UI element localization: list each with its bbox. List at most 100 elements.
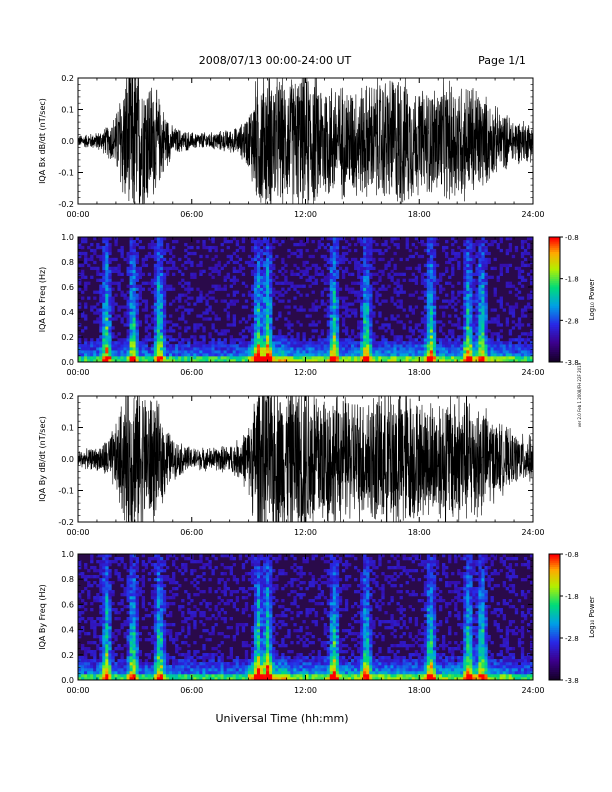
spectrogram-cell	[505, 323, 510, 327]
spectrogram-cell	[105, 302, 109, 306]
spectrogram-cell	[193, 620, 197, 624]
spectrogram-cell	[129, 629, 133, 633]
spectrogram-cell	[114, 356, 118, 360]
spectrogram-cell	[105, 260, 109, 265]
spectrogram-cell	[81, 644, 85, 648]
spectrogram-cell	[296, 254, 300, 259]
spectrogram-cell	[508, 281, 513, 285]
spectrogram-cell	[129, 668, 133, 672]
spectrogram-cell	[275, 317, 279, 321]
spectrogram-cell	[341, 353, 346, 357]
spectrogram-cell	[463, 296, 467, 300]
spectrogram-cell	[250, 314, 255, 318]
spectrogram-cell	[299, 356, 303, 360]
spectrogram-cell	[202, 269, 206, 274]
spectrogram-cell	[511, 305, 516, 309]
spectrogram-cell	[229, 356, 233, 360]
spectrogram-cell	[165, 344, 170, 348]
spectrogram-cell	[466, 356, 470, 360]
spectrogram-cell	[478, 332, 482, 336]
spectrogram-cell	[102, 650, 106, 654]
spectrogram-cell	[123, 590, 127, 594]
spectrogram-cell	[123, 341, 127, 345]
spectrogram-cell	[241, 317, 246, 321]
spectrogram-cell	[120, 671, 124, 675]
spectrogram-cell	[138, 662, 142, 666]
spectrogram-cell	[84, 275, 88, 279]
spectrogram-cell	[357, 237, 361, 241]
spectrogram-cell	[435, 263, 440, 268]
colorbar-segment	[549, 314, 560, 317]
spectrogram-cell	[484, 323, 488, 327]
spectrogram-cell	[156, 320, 161, 324]
spectrogram-cell	[451, 344, 455, 348]
spectrogram-cell	[181, 662, 185, 666]
spectrogram-cell	[263, 287, 267, 291]
spectrogram-cell	[84, 251, 88, 256]
y-tick-label: 0.1	[61, 424, 74, 433]
spectrogram-cell	[238, 338, 243, 342]
spectrogram-cell	[290, 335, 294, 339]
spectrogram-cell	[445, 353, 449, 357]
spectrogram-cell	[120, 593, 124, 597]
spectrogram-cell	[205, 356, 209, 360]
spectrogram-cell	[165, 662, 170, 666]
spectrogram-cell	[390, 329, 394, 333]
spectrogram-cell	[451, 251, 455, 256]
spectrogram-cell	[451, 269, 455, 274]
spectrogram-cell	[478, 344, 482, 348]
spectrogram-cell	[102, 287, 106, 291]
spectrogram-cell	[308, 323, 312, 327]
spectrogram-cell	[302, 338, 306, 342]
spectrogram-cell	[260, 338, 264, 342]
spectrogram-cell	[90, 557, 94, 561]
spectrogram-cell	[93, 248, 97, 253]
spectrogram-cell	[162, 578, 167, 582]
spectrogram-cell	[253, 356, 258, 360]
spectrogram-cell	[426, 302, 431, 306]
spectrogram-cell	[523, 314, 528, 318]
spectrogram-cell	[369, 257, 373, 262]
spectrogram-cell	[108, 266, 112, 271]
spectrogram-cell	[487, 344, 491, 348]
spectrogram-cell	[169, 257, 173, 262]
spectrogram-cell	[153, 335, 158, 339]
spectrogram-cell	[281, 344, 285, 348]
spectrogram-cell	[275, 254, 279, 259]
spectrogram-cell	[159, 263, 164, 268]
spectrogram-cell	[508, 353, 513, 357]
spectrogram-cell	[332, 344, 337, 348]
spectrogram-cell	[366, 347, 370, 351]
spectrogram-cell	[408, 338, 412, 342]
spectrogram-cell	[87, 593, 91, 597]
spectrogram-cell	[448, 338, 452, 342]
spectrogram-cell	[208, 353, 212, 357]
spectrogram-cell	[344, 356, 349, 360]
spectrogram-cell	[384, 350, 388, 354]
spectrogram-cell	[211, 275, 215, 279]
spectrogram-cell	[287, 281, 291, 285]
spectrogram-cell	[420, 296, 425, 300]
spectrogram-cell	[99, 308, 103, 312]
spectrogram-cell	[175, 581, 179, 585]
spectrogram-cell	[293, 251, 297, 256]
spectrogram-cell	[147, 281, 152, 285]
spectrogram-cell	[393, 242, 397, 247]
spectrogram-cell	[102, 644, 106, 648]
spectrogram-cell	[126, 635, 130, 639]
spectrogram-cell	[408, 344, 412, 348]
spectrogram-cell	[372, 332, 376, 336]
spectrogram-cell	[105, 617, 109, 621]
spectrogram-cell	[153, 635, 158, 639]
spectrogram-cell	[311, 281, 315, 285]
spectrogram-cell	[390, 359, 394, 363]
spectrogram-cell	[508, 290, 513, 294]
spectrogram-cell	[329, 311, 334, 315]
spectrogram-cell	[290, 338, 294, 342]
spectrogram-cell	[199, 353, 203, 357]
spectrogram-cell	[445, 338, 449, 342]
spectrogram-cell	[457, 266, 461, 271]
spectrogram-cell	[96, 359, 100, 363]
spectrogram-cell	[159, 242, 164, 247]
spectrogram-cell	[102, 587, 106, 591]
